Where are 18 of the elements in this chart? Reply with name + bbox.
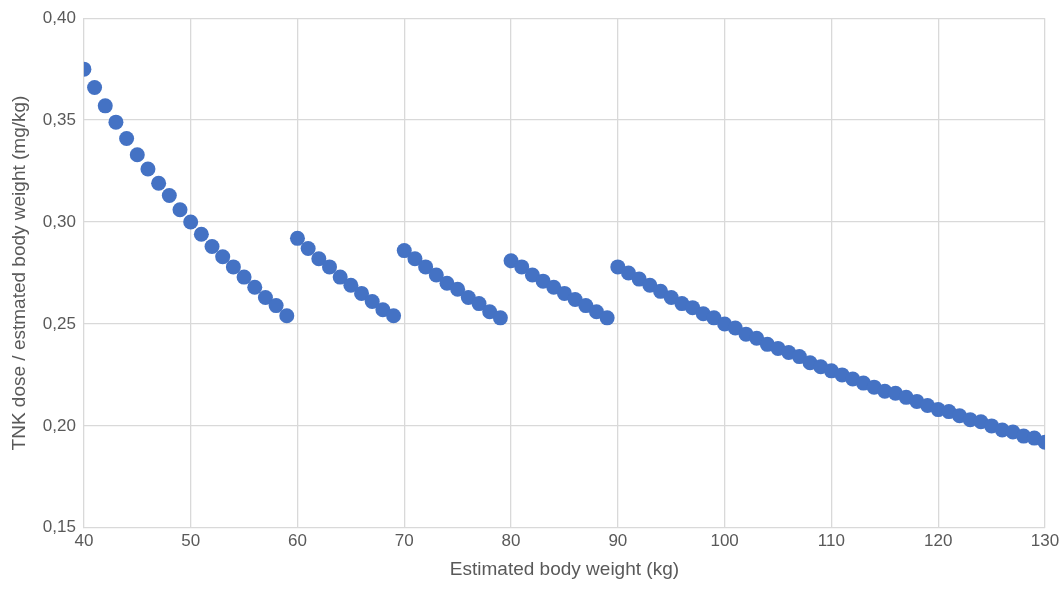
x-tick-label: 70 bbox=[394, 530, 414, 550]
x-tick-label: 100 bbox=[710, 530, 739, 550]
x-tick-label: 90 bbox=[608, 530, 628, 550]
x-axis-title: Estimated body weight (kg) bbox=[449, 557, 680, 579]
x-tick-label: 40 bbox=[74, 530, 94, 550]
y-tick-label: 0,15 bbox=[42, 517, 76, 537]
x-tick-label: 50 bbox=[181, 530, 201, 550]
y-tick-label: 0,40 bbox=[42, 7, 76, 27]
y-axis-title: TNK dose / estmated body weight (mg/kg) bbox=[7, 95, 29, 451]
x-tick-label: 120 bbox=[924, 530, 953, 550]
x-tick-label: 60 bbox=[288, 530, 307, 550]
x-tick-label: 130 bbox=[1030, 530, 1060, 550]
y-tick-label: 0,25 bbox=[42, 313, 76, 333]
x-tick-label: 80 bbox=[501, 530, 521, 550]
y-tick-label: 0,30 bbox=[42, 211, 76, 231]
x-tick-label: 110 bbox=[817, 530, 845, 550]
y-tick-label: 0,20 bbox=[42, 415, 76, 435]
y-tick-label: 0,35 bbox=[42, 109, 76, 129]
